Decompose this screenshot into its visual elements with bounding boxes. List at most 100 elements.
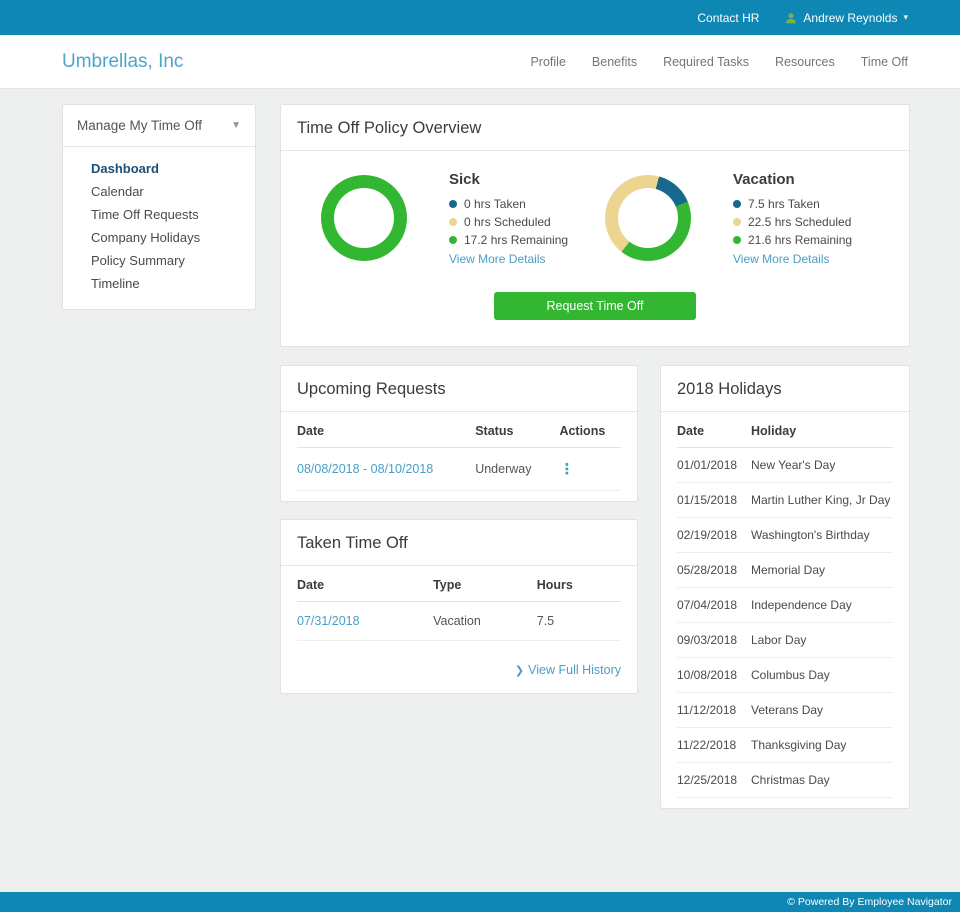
main-column: Time Off Policy Overview Sick 0 hrs Take…	[280, 104, 910, 809]
nav-benefits[interactable]: Benefits	[591, 54, 638, 69]
legend-item: 22.5 hrs Scheduled	[733, 213, 852, 231]
vacation-donut-chart	[605, 175, 691, 261]
company-name: Umbrellas, Inc	[62, 50, 184, 72]
table-row: 07/31/2018 Vacation 7.5	[297, 601, 621, 641]
taken-hours: 7.5	[536, 601, 621, 641]
upcoming-requests-title: Upcoming Requests	[281, 366, 637, 412]
request-status: Underway	[475, 447, 560, 491]
legend-item: 21.6 hrs Remaining	[733, 231, 852, 249]
request-button-row: Request Time Off	[281, 278, 909, 346]
holiday-name: Thanksgiving Day	[751, 727, 893, 763]
table-row: 01/15/2018 Martin Luther King, Jr Day	[677, 482, 893, 518]
taken-dot-icon	[733, 200, 741, 208]
nav-required-tasks[interactable]: Required Tasks	[663, 54, 750, 69]
sidebar-item-company-holidays[interactable]: Company Holidays	[91, 230, 201, 245]
column-header-hours: Hours	[536, 566, 621, 602]
scheduled-dot-icon	[733, 218, 741, 226]
table-row: 11/12/2018 Veterans Day	[677, 692, 893, 728]
user-name: Andrew Reynolds	[803, 10, 898, 25]
vacation-view-more-details-link[interactable]: View More Details	[733, 252, 830, 266]
holiday-name: Veterans Day	[751, 692, 893, 728]
policy-vacation: Vacation 7.5 hrs Taken 22.5 hrs Schedule…	[595, 171, 879, 268]
legend-item: 17.2 hrs Remaining	[449, 231, 568, 249]
nav-time-off[interactable]: Time Off	[860, 54, 908, 69]
content-area: Manage My Time Off ▼ Dashboard Calendar …	[0, 89, 960, 892]
table-row: 12/25/2018 Christmas Day	[677, 762, 893, 798]
taken-time-off-table: Date Type Hours 07/31/2018 Vacation 7.5	[297, 566, 621, 641]
table-row: 11/22/2018 Thanksgiving Day	[677, 727, 893, 763]
taken-date-link[interactable]: 07/31/2018	[297, 614, 360, 628]
view-full-history-link[interactable]: ❯ View Full History	[515, 663, 621, 677]
holiday-date: 02/19/2018	[677, 517, 751, 553]
holiday-name: Independence Day	[751, 587, 893, 623]
policies: Sick 0 hrs Taken 0 hrs Scheduled 17.2 hr…	[281, 151, 909, 278]
holiday-name: Memorial Day	[751, 552, 893, 588]
holiday-name: Christmas Day	[751, 762, 893, 798]
table-row: 01/01/2018 New Year's Day	[677, 447, 893, 483]
taken-time-off-card: Taken Time Off Date Type Hours	[280, 519, 638, 694]
column-header-status: Status	[475, 412, 560, 448]
table-row: 05/28/2018 Memorial Day	[677, 552, 893, 588]
holiday-name: Columbus Day	[751, 657, 893, 693]
sidebar-item-policy-summary[interactable]: Policy Summary	[91, 253, 185, 268]
legend-item: 7.5 hrs Taken	[733, 195, 852, 213]
user-menu[interactable]: Andrew Reynolds ▾	[785, 11, 908, 25]
taken-time-off-title: Taken Time Off	[281, 520, 637, 566]
holiday-date: 09/03/2018	[677, 622, 751, 658]
column-header-date: Date	[677, 412, 751, 448]
table-row: 07/04/2018 Independence Day	[677, 587, 893, 623]
footer-text: © Powered By Employee Navigator	[787, 896, 952, 908]
request-date-link[interactable]: 08/08/2018 - 08/10/2018	[297, 462, 434, 476]
policy-name: Sick	[449, 171, 480, 188]
chevron-down-icon: ▾	[903, 12, 908, 22]
legend-label: 17.2 hrs Remaining	[464, 233, 569, 247]
holiday-name: Labor Day	[751, 622, 893, 658]
user-icon	[786, 12, 797, 23]
legend-label: 0 hrs Scheduled	[464, 215, 551, 229]
lower-row: Upcoming Requests Date Status Actions	[280, 365, 910, 809]
remaining-dot-icon	[733, 236, 741, 244]
holiday-date: 12/25/2018	[677, 762, 751, 798]
legend-label: 21.6 hrs Remaining	[748, 233, 853, 247]
policy-name: Vacation	[733, 171, 795, 188]
sick-view-more-details-link[interactable]: View More Details	[449, 252, 546, 266]
remaining-dot-icon	[449, 236, 457, 244]
holiday-date: 10/08/2018	[677, 657, 751, 693]
sidebar-item-timeline[interactable]: Timeline	[91, 276, 140, 291]
vacation-legend: Vacation 7.5 hrs Taken 22.5 hrs Schedule…	[733, 171, 852, 268]
main-nav: Profile Benefits Required Tasks Resource…	[530, 55, 908, 69]
column-header-date: Date	[297, 566, 434, 602]
sick-legend: Sick 0 hrs Taken 0 hrs Scheduled 17.2 hr…	[449, 171, 568, 268]
legend-label: 0 hrs Taken	[464, 197, 526, 211]
chevron-down-icon: ▼	[231, 120, 241, 131]
holiday-date: 07/04/2018	[677, 587, 751, 623]
sidebar-title: Manage My Time Off	[77, 118, 203, 133]
table-row: 10/08/2018 Columbus Day	[677, 657, 893, 693]
actions-menu-icon[interactable]: ⋮	[559, 461, 575, 478]
holiday-date: 01/01/2018	[677, 447, 751, 483]
holiday-name: New Year's Day	[751, 447, 893, 483]
taken-time-off-table-wrap: Date Type Hours 07/31/2018 Vacation 7.5	[281, 566, 637, 651]
contact-hr-link[interactable]: Contact HR	[697, 10, 760, 25]
nav-profile[interactable]: Profile	[530, 54, 566, 69]
column-header-date: Date	[297, 412, 476, 448]
holiday-date: 11/12/2018	[677, 692, 751, 728]
policy-sick: Sick 0 hrs Taken 0 hrs Scheduled 17.2 hr…	[311, 171, 595, 268]
history-link-label: View Full History	[528, 663, 621, 677]
holiday-date: 01/15/2018	[677, 482, 751, 518]
footer-bar: © Powered By Employee Navigator	[0, 892, 960, 912]
sidebar-item-time-off-requests[interactable]: Time Off Requests	[91, 207, 199, 222]
sidebar-item-dashboard[interactable]: Dashboard	[91, 161, 159, 176]
upcoming-requests-table: Date Status Actions 08/08/2018 - 08/10/2…	[297, 412, 621, 491]
request-time-off-button[interactable]: Request Time Off	[494, 292, 696, 320]
nav-resources[interactable]: Resources	[775, 54, 835, 69]
table-row: 09/03/2018 Labor Day	[677, 622, 893, 658]
sidebar-menu: Dashboard Calendar Time Off Requests Com…	[63, 147, 255, 309]
holiday-name: Martin Luther King, Jr Day	[751, 482, 893, 518]
header: Umbrellas, Inc Profile Benefits Required…	[0, 35, 960, 89]
taken-dot-icon	[449, 200, 457, 208]
sidebar-dropdown[interactable]: Manage My Time Off ▼	[63, 105, 255, 147]
sidebar-item-calendar[interactable]: Calendar	[91, 184, 144, 199]
policy-overview-card: Time Off Policy Overview Sick 0 hrs Take…	[280, 104, 910, 347]
legend-label: 7.5 hrs Taken	[748, 197, 820, 211]
